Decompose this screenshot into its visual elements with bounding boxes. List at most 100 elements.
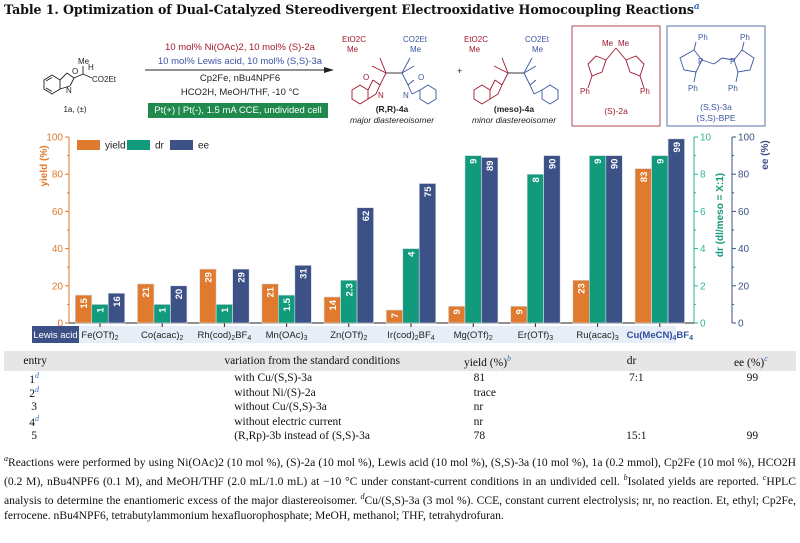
bar-ee (543, 155, 561, 324)
footnote-b-mark: b (623, 473, 628, 483)
yield-axis-tick-label: 0 (57, 319, 63, 330)
substrate-label: 1a, (±) (63, 105, 86, 114)
ligand-2a-ph-right: Ph (640, 87, 650, 96)
major-n2-label: N (403, 91, 409, 100)
cell-yield-text: 78 (473, 430, 486, 443)
substrate-1a-structure (43, 66, 93, 95)
bar-data-label-ee: 31 (299, 268, 310, 279)
header-entry: entry (23, 355, 47, 367)
category-tick-label: Mn(OAc)3 (266, 330, 308, 342)
cell-dr: 15:1 (569, 430, 684, 442)
bar-yield (199, 268, 217, 324)
category-tick-label: Co(acac)2 (141, 330, 184, 342)
bar-data-label-dr: 1 (158, 307, 169, 313)
category-axis-label: Lewis acid (33, 330, 77, 341)
header-yield-text: yield (%) (463, 356, 508, 369)
yield-axis-tick-label: 60 (52, 207, 64, 218)
subscript: 2 (363, 335, 367, 342)
cell-entry-text: 1 (29, 373, 35, 386)
table-title-text: Table 1. Optimization of Dual-Catalyzed … (4, 2, 694, 18)
ee-axis-tick-label: 40 (738, 244, 750, 255)
cell-variation: without electric current (64, 416, 438, 428)
ligand-3a-box (666, 25, 766, 127)
subscript: 4 (247, 335, 251, 342)
ee-axis-tick-label: 0 (738, 319, 744, 330)
subscript: 2 (180, 335, 184, 342)
ligand-2a-me-left: Me (602, 39, 614, 48)
bar-data-label-ee: 62 (361, 211, 372, 222)
bar-data-label-ee: 75 (423, 186, 434, 197)
cell-entry: 4d (4, 414, 64, 429)
bar-ee (294, 265, 312, 324)
table-row: 4d without electric current nr (4, 414, 796, 429)
subscript: 2 (231, 335, 235, 342)
ee-axis-tick-label: 20 (738, 281, 750, 292)
legend-label-ee: ee (198, 141, 210, 152)
category-tick-label: Zn(OTf)2 (330, 330, 367, 342)
bar-data-label-dr: 9 (593, 159, 604, 164)
reaction-scheme: O N Me H CO2Et 1a, (±) EtO2C Me CO2Et Me… (43, 25, 766, 127)
table-title: Table 1. Optimization of Dual-Catalyzed … (4, 2, 700, 17)
minor-me-left-label: Me (469, 45, 481, 54)
ee-axis-title: ee (%) (760, 140, 771, 169)
bar-ee (605, 155, 623, 324)
bar-data-label-ee: 89 (485, 160, 496, 171)
cell-yield: 78 (439, 430, 569, 442)
label-part: BF (235, 330, 247, 341)
cell-ee: 99 (684, 430, 796, 442)
electrolysis-conditions: Pt(+) | Pt(-), 1.5 mA CCE, undivided cel… (148, 103, 328, 118)
bar-data-label-dr: 4 (407, 251, 418, 257)
title-footnote-mark: a (693, 2, 700, 12)
subscript: 3 (615, 335, 619, 342)
header-yield: yield (%)b (436, 354, 562, 369)
label-part: BF (419, 330, 431, 341)
table-row: 5 (R,Rp)-3b instead of (S,S)-3a 78 15:1 99 (4, 429, 796, 444)
condition-line-3: Cp2Fe, nBu4NPF6 (199, 73, 281, 84)
table-header: entry variation from the standard condit… (4, 351, 796, 371)
cell-variation-text: (R,Rp)-3b instead of (S,S)-3a (234, 430, 370, 443)
ligand-3a-ph-4: Ph (728, 84, 738, 93)
condition-line-4: HCO2H, MeOH/THF, -10 °C (180, 87, 300, 98)
bar-data-label-dr: 2.3 (344, 283, 355, 296)
dr-axis-tick-label: 4 (700, 244, 706, 255)
substrate-ester-label: CO2Et (92, 75, 117, 84)
ligand-2a-box (571, 25, 661, 127)
cell-entry-text: 2 (29, 388, 35, 401)
bar-data-label-yield: 9 (452, 309, 463, 314)
product-minor-structure (473, 57, 559, 105)
header-ee-text: ee (%) (733, 356, 765, 369)
bar-data-label-dr: 1.5 (282, 297, 293, 311)
cell-yield: nr (439, 401, 569, 413)
bar-data-label-dr: 1 (220, 307, 231, 313)
bar-ee (481, 157, 499, 324)
bar-data-label-yield: 83 (639, 172, 650, 183)
legend-swatch-dr (127, 140, 150, 150)
category-tick-label: Ir(cod)2BF4 (387, 330, 435, 342)
substrate-o-label: O (72, 67, 78, 76)
bar-ee (232, 268, 250, 324)
cell-yield-text: 81 (473, 372, 486, 385)
header-yield-sup: b (507, 353, 512, 363)
ligand-3a-ph-1: Ph (698, 33, 708, 42)
bar-dr (402, 248, 420, 324)
minor-me-right-label: Me (532, 45, 544, 54)
entry-footnote-mark: d (34, 385, 39, 395)
category-band (32, 326, 676, 343)
footnote-d-mark: d (360, 492, 365, 502)
bar-ee (356, 207, 374, 324)
bar-data-label-yield: 9 (514, 309, 525, 314)
ee-axis-tick-label: 80 (738, 170, 750, 181)
ligand-2a-me-right: Me (618, 39, 630, 48)
major-me-left-label: Me (347, 45, 359, 54)
condition-line-1: 10 mol% Ni(OAc)2, 10 mol% (S)-2a (165, 42, 315, 53)
cell-variation-text: with Cu/(S,S)-3a (234, 372, 313, 385)
cell-dr-text: 7:1 (628, 372, 644, 385)
bar-yield (634, 168, 652, 324)
major-n-label: N (378, 91, 384, 100)
cell-variation: (R,Rp)-3b instead of (S,S)-3a (64, 430, 438, 442)
bar-data-label-ee: 99 (672, 142, 683, 153)
ligand-3a-label: (S,S)-3a (700, 102, 732, 112)
header-dr: dr (626, 355, 637, 367)
entry-footnote-mark: d (34, 414, 39, 424)
